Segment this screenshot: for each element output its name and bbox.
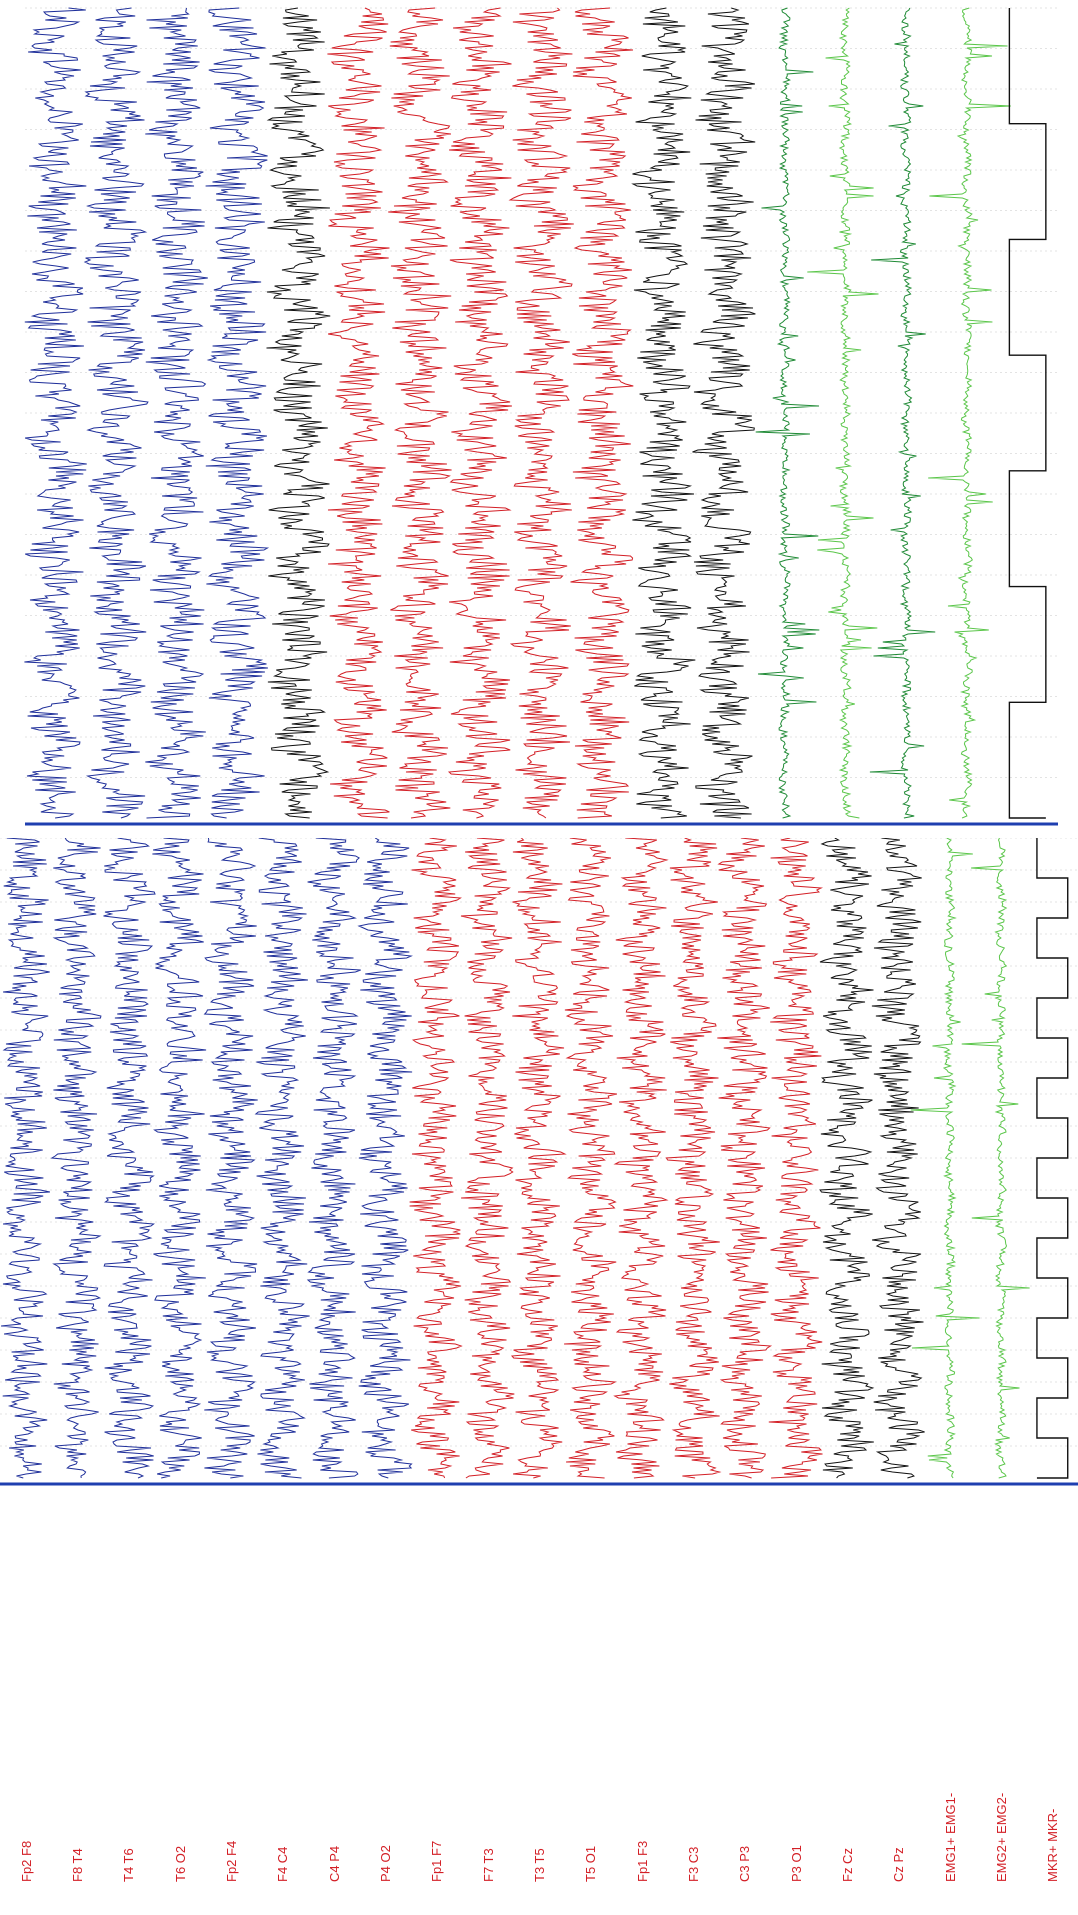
channel-label: Fp2 F4 xyxy=(224,1840,239,1882)
trace-top-0 xyxy=(24,7,87,819)
top-eeg-traces xyxy=(24,7,1058,826)
trace-top-16 xyxy=(1008,8,1047,819)
trace-bottom-5 xyxy=(254,838,310,1479)
channel-label: T5 O1 xyxy=(583,1845,599,1882)
channel-label: EMG2+ EMG2- xyxy=(994,1792,1009,1882)
channel-label: P4 O2 xyxy=(378,1845,393,1882)
bottom-eeg-panel: Fp2 F8 F8 T4 T4 T6 T6 O2 Fp2 F4 F4 C4 C4 P4 P4 … xyxy=(0,838,1078,1915)
channel-label: Fp1 F3 xyxy=(634,1840,650,1882)
channel-label: F3 C3 xyxy=(686,1846,701,1882)
channel-label: F4 C4 xyxy=(275,1846,291,1882)
trace-bottom-7 xyxy=(357,838,413,1479)
channel-label: C3 P3 xyxy=(737,1845,753,1882)
trace-top-11 xyxy=(692,7,756,819)
trace-bottom-11 xyxy=(564,838,618,1479)
trace-bottom-19 xyxy=(961,838,1030,1479)
trace-top-5 xyxy=(327,7,390,819)
channel-label: T6 O2 xyxy=(172,1845,188,1882)
channel-label: Fz Cz xyxy=(840,1848,855,1882)
channel-label: Fp2 F8 xyxy=(18,1840,34,1882)
trace-top-4 xyxy=(266,7,331,819)
trace-bottom-20 xyxy=(1036,838,1069,1479)
trace-top-6 xyxy=(388,7,452,819)
trace-top-13 xyxy=(807,7,879,819)
trace-top-8 xyxy=(508,7,574,819)
channel-label: EMG1+ EMG1- xyxy=(942,1792,958,1882)
trace-bottom-9 xyxy=(460,838,515,1479)
trace-bottom-2 xyxy=(103,838,156,1479)
channel-label: P3 O1 xyxy=(788,1845,804,1882)
trace-bottom-16 xyxy=(819,838,875,1479)
trace-bottom-8 xyxy=(409,838,463,1479)
trace-bottom-3 xyxy=(152,838,207,1479)
trace-top-15 xyxy=(928,7,1011,819)
trace-bottom-4 xyxy=(203,838,258,1479)
trace-top-7 xyxy=(447,7,512,819)
trace-bottom-6 xyxy=(306,838,361,1479)
trace-bottom-17 xyxy=(871,838,925,1479)
channel-label: T3 T5 xyxy=(532,1848,547,1882)
trace-bottom-12 xyxy=(613,838,669,1479)
trace-bottom-10 xyxy=(510,838,567,1479)
trace-top-12 xyxy=(755,7,820,819)
trace-bottom-15 xyxy=(768,838,824,1479)
trace-top-2 xyxy=(145,7,208,819)
trace-bottom-1 xyxy=(50,838,102,1479)
trace-bottom-0 xyxy=(1,838,51,1479)
bottom-eeg-traces xyxy=(0,838,1078,1486)
trace-top-3 xyxy=(205,7,270,819)
trace-bottom-14 xyxy=(717,838,773,1479)
trace-bottom-13 xyxy=(665,838,722,1479)
channel-label: F7 T3 xyxy=(480,1848,496,1882)
channel-label: C4 P4 xyxy=(326,1845,342,1882)
channel-label: F8 T4 xyxy=(70,1848,85,1882)
trace-top-10 xyxy=(631,7,696,819)
trace-top-14 xyxy=(869,7,936,819)
channel-label: T4 T6 xyxy=(121,1848,137,1882)
trace-top-1 xyxy=(83,7,149,819)
channel-label: MKR+ MKR- xyxy=(1045,1808,1061,1882)
trace-bottom-18 xyxy=(910,838,980,1479)
channel-label: Cz Pz xyxy=(891,1847,907,1882)
trace-top-9 xyxy=(570,7,634,819)
channel-label: Fp1 F7 xyxy=(429,1840,445,1882)
